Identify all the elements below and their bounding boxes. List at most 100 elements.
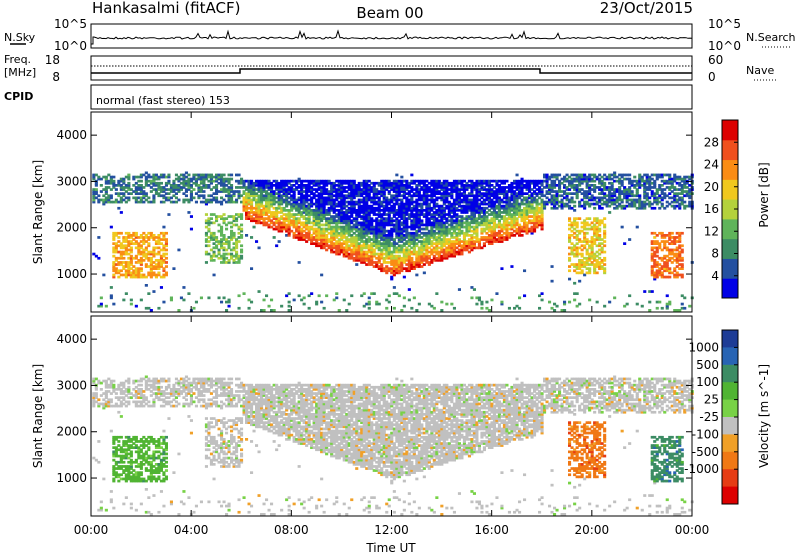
power-cell — [593, 242, 597, 245]
power-cell — [482, 179, 486, 183]
power-cell — [317, 188, 321, 191]
power-cell — [112, 275, 116, 279]
power-cell — [340, 225, 344, 229]
power-cell — [207, 179, 211, 183]
power-cell — [169, 190, 173, 193]
power-cell — [139, 298, 143, 302]
power-cell — [162, 188, 166, 191]
power-cell — [225, 179, 229, 183]
power-cell — [598, 261, 602, 264]
power-cell — [330, 215, 334, 218]
power-cell — [588, 190, 592, 193]
power-cell — [457, 209, 461, 212]
power-cell — [585, 240, 589, 243]
power-cell — [297, 261, 301, 264]
power-cell — [477, 188, 481, 191]
power-cell — [345, 225, 349, 229]
power-cell — [315, 190, 319, 193]
power-cell — [232, 248, 236, 252]
power-cell — [350, 179, 354, 183]
power-cell — [227, 240, 231, 243]
power-cell — [122, 261, 126, 264]
power-cell — [282, 227, 286, 231]
power-cell — [442, 227, 446, 231]
power-cell — [392, 229, 396, 233]
power-cell — [332, 225, 336, 229]
power-cell — [250, 179, 254, 183]
power-cell — [395, 179, 399, 183]
power-cell — [262, 217, 266, 220]
power-cell — [523, 215, 527, 218]
power-cell — [144, 263, 148, 266]
power-cell — [255, 213, 259, 216]
power-cell — [320, 202, 324, 206]
power-cell — [465, 219, 469, 223]
power-cell — [375, 229, 379, 233]
power-cell — [372, 190, 376, 193]
power-cell — [422, 252, 426, 256]
power-cell — [142, 200, 146, 204]
power-cell — [598, 206, 602, 210]
power-cell — [220, 242, 224, 245]
power-cell — [139, 192, 143, 195]
power-cell — [415, 265, 419, 268]
power-cell — [400, 265, 404, 268]
power-cell — [387, 267, 391, 270]
power-cell — [573, 221, 577, 225]
power-cell — [485, 236, 489, 239]
power-cell — [455, 192, 459, 195]
power-cell — [352, 227, 356, 231]
power-cell — [112, 186, 116, 189]
power-cell — [272, 184, 276, 187]
power-cell — [528, 202, 532, 206]
power-cell — [335, 188, 339, 191]
power-cell — [132, 273, 136, 277]
power-cell — [345, 204, 349, 208]
power-cell — [255, 194, 259, 198]
power-cell — [583, 204, 587, 208]
power-cell — [392, 179, 396, 183]
power-cell — [457, 248, 461, 252]
power-cell — [450, 217, 454, 220]
power-cell — [177, 175, 181, 179]
power-cell — [300, 229, 304, 233]
power-cell — [127, 234, 131, 237]
power-cell — [320, 234, 324, 237]
power-cell — [372, 227, 376, 231]
power-cell — [137, 192, 141, 195]
power-cell — [235, 179, 239, 183]
power-cell — [302, 225, 306, 229]
power-cell — [215, 198, 219, 202]
power-cell — [380, 250, 384, 254]
power-cell — [502, 181, 506, 185]
power-cell — [440, 309, 444, 312]
power-cell — [435, 179, 439, 183]
power-cell — [422, 213, 426, 216]
power-cell — [330, 225, 334, 229]
power-cell — [182, 198, 186, 202]
power-cell — [322, 215, 326, 218]
power-cell — [370, 256, 374, 260]
power-cell — [222, 188, 226, 191]
power-cell — [337, 242, 341, 245]
power-cell — [400, 175, 404, 179]
freq-unit: [MHz] — [4, 66, 36, 79]
power-cell — [300, 200, 304, 204]
power-cell — [357, 236, 361, 239]
power-cell — [295, 229, 299, 233]
power-cell — [545, 181, 549, 185]
power-cell — [380, 213, 384, 216]
power-cell — [382, 192, 386, 195]
power-cell — [134, 234, 138, 237]
power-cell — [144, 194, 148, 198]
power-cell — [485, 306, 489, 310]
power-cell — [400, 240, 404, 243]
power-cell — [147, 259, 151, 262]
power-cell — [372, 188, 376, 191]
power-cell — [520, 215, 524, 218]
power-cell — [310, 236, 314, 239]
power-cell — [573, 188, 577, 191]
power-cell — [427, 246, 431, 250]
power-cell — [528, 227, 532, 231]
power-cell — [127, 236, 131, 239]
